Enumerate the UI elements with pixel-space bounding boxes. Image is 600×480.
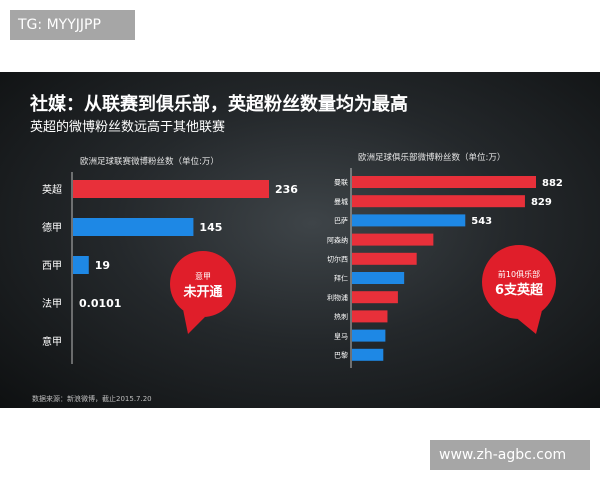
chart-0-value-label: 236 bbox=[275, 183, 298, 196]
page-title: 社媒：从联赛到俱乐部，英超粉丝数量均为最高 bbox=[30, 94, 408, 115]
chart-0-callout-line2: 未开通 bbox=[182, 284, 222, 300]
chart-1-callout-line1: 前10俱乐部 bbox=[498, 269, 540, 279]
chart-0-category-label: 西甲 bbox=[42, 261, 62, 272]
data-source: 数据来源：新浪微博，截止2015.7.20 bbox=[32, 395, 152, 403]
chart-1-category-label: 利物浦 bbox=[327, 293, 348, 302]
chart-1-value-label: 829 bbox=[531, 197, 552, 208]
chart-1-value-label: 882 bbox=[542, 178, 563, 189]
chart-1-callout-line2: 6支英超 bbox=[495, 282, 544, 298]
chart-0-bar bbox=[73, 218, 194, 236]
bar-charts: 欧洲足球联赛微博粉丝数（单位:万） 英超 236 德甲 145 西甲 19 法甲 0.0101 意… bbox=[42, 152, 563, 368]
chart-0-value-label: 19 bbox=[95, 259, 110, 272]
chart-1-category-label: 曼联 bbox=[334, 178, 348, 187]
chart-0-category-label: 英超 bbox=[42, 183, 62, 196]
chart-0-callout-line1: 意甲 bbox=[195, 271, 211, 281]
chart-1-title: 欧洲足球俱乐部微博粉丝数（单位:万） bbox=[358, 152, 505, 163]
chart-1-bar bbox=[352, 195, 525, 208]
chart-1-category-label: 阿森纳 bbox=[327, 235, 348, 244]
watermark-top-left: TG: MYYJJPP bbox=[10, 10, 135, 40]
chart-1-bar bbox=[352, 310, 388, 323]
chart-1-callout-bubble bbox=[482, 245, 556, 319]
chart-1-category-label: 热刺 bbox=[334, 312, 348, 321]
chart-0-value-label: 0.0101 bbox=[79, 297, 121, 310]
chart-1-category-label: 巴黎 bbox=[334, 350, 348, 359]
chart-1-category-label: 巴萨 bbox=[334, 216, 348, 225]
chart-1-bar bbox=[352, 252, 417, 265]
infographic-panel: 社媒：从联赛到俱乐部，英超粉丝数量均为最高 英超的微博粉丝数远高于其他联赛 欧洲… bbox=[0, 72, 600, 408]
chart-1-bar bbox=[352, 329, 386, 342]
chart-0-category-label: 意甲 bbox=[42, 335, 62, 348]
chart-0-category-label: 德甲 bbox=[42, 221, 62, 234]
chart-0-title: 欧洲足球联赛微博粉丝数（单位:万） bbox=[80, 156, 219, 167]
chart-1-bar bbox=[352, 291, 398, 304]
chart-1-bar bbox=[352, 214, 466, 227]
chart-0-bar bbox=[73, 256, 89, 274]
chart-1-value-label: 543 bbox=[471, 216, 492, 227]
chart-1-bar bbox=[352, 176, 536, 188]
chart-1-category-label: 切尔西 bbox=[327, 254, 348, 263]
chart-1-callout-tail bbox=[517, 311, 542, 334]
page-subtitle: 英超的微博粉丝数远高于其他联赛 bbox=[30, 120, 226, 135]
chart-0-bar bbox=[73, 180, 269, 198]
chart-1-category-label: 曼城 bbox=[334, 198, 348, 206]
chart-0-value-label: 145 bbox=[199, 221, 222, 234]
chart-1-bar bbox=[352, 233, 434, 246]
chart-0-category-label: 法甲 bbox=[42, 297, 62, 310]
chart-1-bar bbox=[352, 272, 405, 284]
chart-1-category-label: 皇马 bbox=[334, 331, 348, 340]
watermark-bottom-right: www.zh-agbc.com bbox=[430, 440, 590, 470]
chart-1-bar bbox=[352, 348, 384, 361]
chart-0-callout-bubble bbox=[170, 251, 236, 317]
chart-1-category-label: 拜仁 bbox=[334, 274, 348, 283]
